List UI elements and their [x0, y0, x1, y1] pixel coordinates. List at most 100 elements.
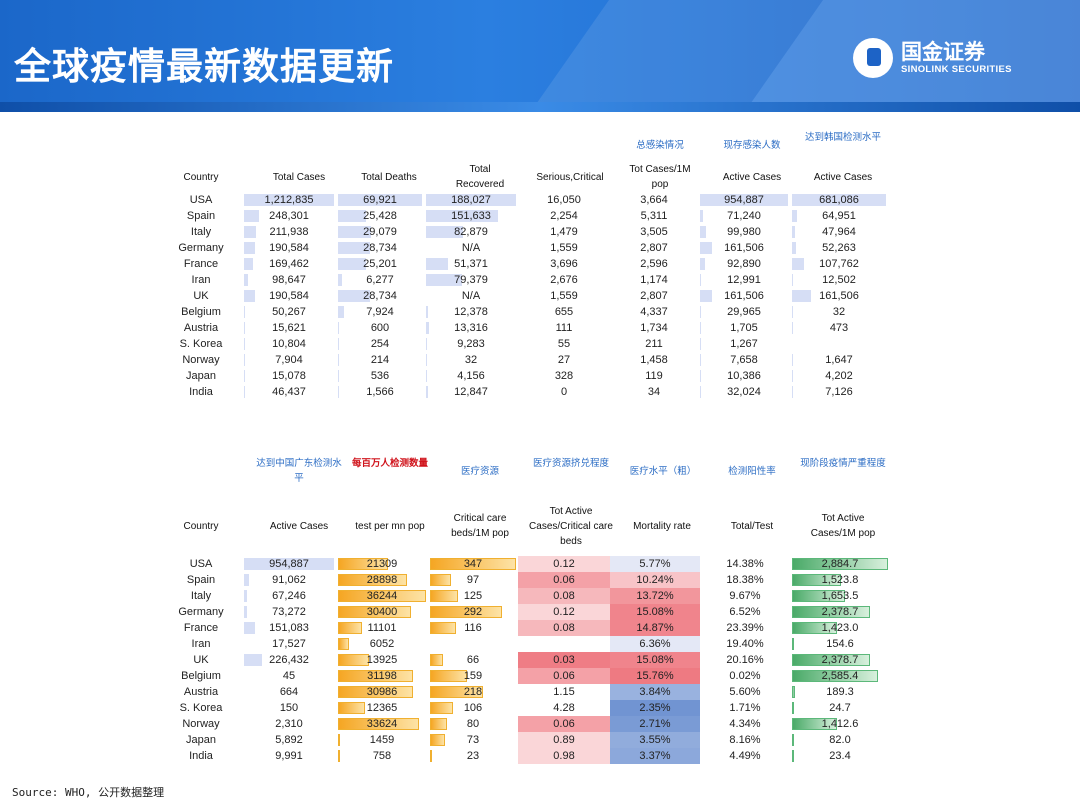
total_deaths-cell: 600	[336, 320, 424, 336]
total_deaths-cell: 29,079	[336, 224, 424, 240]
serious-cell-value: 1,559	[550, 242, 578, 254]
data-bar	[426, 226, 464, 238]
serious-cell: 655	[518, 304, 610, 320]
country-cell: Spain	[160, 208, 242, 224]
data-bar	[792, 606, 871, 618]
ratio-cell-value: 0.03	[553, 654, 575, 666]
active-cell: 150	[242, 700, 336, 716]
total_cases-cell-value: 15,078	[272, 370, 306, 382]
data-bar	[430, 574, 452, 586]
total_cases-cell-value: 7,904	[275, 354, 303, 366]
data-bar	[338, 702, 366, 714]
act_pm-cell-value: 1,653.5	[821, 590, 859, 602]
data-bar	[792, 654, 871, 666]
data-bar	[430, 590, 459, 602]
data-bar	[426, 338, 427, 350]
country-cell: S. Korea	[160, 700, 242, 716]
mort-cell-value: 10.24%	[636, 574, 674, 586]
active-cell: 67,246	[242, 588, 336, 604]
active-cell-value: 1,705	[730, 322, 758, 334]
serious-cell: 2,676	[518, 272, 610, 288]
country-cell-value: Belgium	[181, 670, 221, 682]
active_kr-cell-value: 7,126	[825, 386, 853, 398]
active-cell-value: 161,506	[724, 290, 764, 302]
act_pm-cell-value: 1,423.0	[821, 622, 859, 634]
beds-cell-value: 106	[463, 702, 483, 714]
mort-cell-value: 3.37%	[639, 750, 671, 762]
ratio-cell-value: 0.06	[553, 670, 575, 682]
country-cell-value: Iran	[191, 274, 211, 286]
active_kr-cell: 107,762	[790, 256, 888, 272]
active-cell-value: 45	[282, 670, 296, 682]
country-cell-value: Spain	[186, 574, 216, 586]
country-cell: Italy	[160, 224, 242, 240]
table-row: UK 190,584 28,734 N/A 1,559 2,807 161,506 161,5…	[160, 288, 888, 304]
column-header: Tot Cases/1M pop	[629, 164, 691, 190]
country-cell-value: India	[189, 386, 213, 398]
table-row: Japan 15,078 536 4,156 328 119 10,386 4,202	[160, 368, 888, 384]
total_cases-cell-value: 1,212,835	[264, 194, 314, 206]
active-cell: 151,083	[242, 620, 336, 636]
total_deaths-cell-value: 6,277	[366, 274, 394, 286]
column-header: Country	[183, 520, 219, 532]
act_pm-cell-value: 23.4	[829, 750, 851, 762]
tests-cell-value: 31198	[367, 670, 397, 682]
data-bar	[426, 322, 429, 334]
data-bar	[244, 322, 245, 334]
country-cell: S. Korea	[160, 336, 242, 352]
ratio-cell: 4.28	[518, 700, 610, 716]
active_kr-cell: 681,086	[790, 192, 888, 208]
active_kr-cell-value: 473	[829, 322, 849, 334]
active-cell: 9,991	[242, 748, 336, 764]
mort-cell: 6.36%	[610, 636, 700, 652]
act_pm-cell: 2,378.7	[790, 604, 890, 620]
cases_per_m-cell-value: 119	[645, 370, 663, 382]
act_pm-cell-value: 2,884.7	[821, 558, 859, 570]
page-title: 全球疫情最新数据更新	[14, 45, 394, 88]
total_deaths-cell-value: 1,566	[366, 386, 394, 398]
data-bar	[244, 290, 255, 302]
act_pm-cell: 189.3	[790, 684, 890, 700]
active_kr-cell: 473	[790, 320, 888, 336]
ratio-cell: 0.03	[518, 652, 610, 668]
beds-cell: 73	[428, 732, 518, 748]
total_cases-cell-value: 248,301	[269, 210, 309, 222]
cases_per_m-cell-value: 4,337	[640, 306, 668, 318]
cn-header: 现存感染人数	[723, 140, 781, 151]
active-cell-value: 17,527	[272, 638, 306, 650]
data-bar	[792, 686, 795, 698]
pos-cell: 23.39%	[700, 620, 790, 636]
beds-cell-value: 125	[463, 590, 483, 602]
column-header: Total Recovered	[455, 164, 505, 190]
data-bar	[244, 194, 334, 206]
beds-cell-value: 116	[464, 622, 482, 634]
data-bar	[244, 306, 245, 318]
table-row: Italy 67,246 36244 125 0.08 13.72% 9.67% 1,653.…	[160, 588, 890, 604]
total_deaths-cell: 69,921	[336, 192, 424, 208]
pos-cell: 9.67%	[700, 588, 790, 604]
serious-cell: 1,559	[518, 288, 610, 304]
act_pm-cell: 2,884.7	[790, 556, 890, 572]
table-row: Italy 211,938 29,079 82,879 1,479 3,505 99,980…	[160, 224, 888, 240]
ratio-cell: 0.06	[518, 572, 610, 588]
mort-cell: 2.35%	[610, 700, 700, 716]
tests-cell-value: 13925	[366, 654, 398, 666]
data-bar	[426, 370, 427, 382]
cases-table: USA 1,212,835 69,921 188,027 16,050 3,664 954,…	[160, 192, 888, 400]
act_pm-cell-value: 154.6	[826, 638, 854, 650]
pos-cell: 6.52%	[700, 604, 790, 620]
active-cell-value: 29,965	[727, 306, 761, 318]
cases_per_m-cell: 3,505	[610, 224, 698, 240]
total_recovered-cell: 9,283	[424, 336, 518, 352]
total_cases-cell: 211,938	[242, 224, 336, 240]
data-bar	[792, 370, 793, 382]
serious-cell-value: 2,254	[550, 210, 578, 222]
serious-cell: 3,696	[518, 256, 610, 272]
cases-table-body: USA 1,212,835 69,921 188,027 16,050 3,664 954,…	[160, 192, 888, 400]
pos-cell: 19.40%	[700, 636, 790, 652]
table-row: Belgium 45 31198 159 0.06 15.76% 0.02% 2,585.4	[160, 668, 890, 684]
data-bar	[338, 686, 413, 698]
beds-cell: 97	[428, 572, 518, 588]
cases_per_m-cell-value: 1,458	[640, 354, 668, 366]
source-note: Source: WHO, 公开数据整理	[12, 786, 165, 799]
